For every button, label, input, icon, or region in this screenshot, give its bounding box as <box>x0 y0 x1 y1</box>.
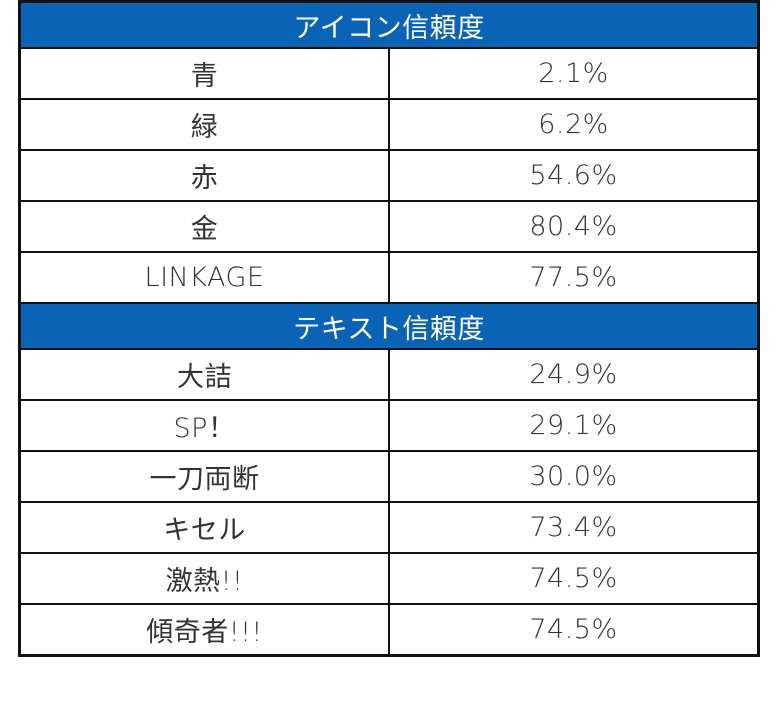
row-value: 24.9% <box>388 348 760 401</box>
table-row: 赤 54.6% <box>18 149 760 202</box>
table-row: 大詰 24.9% <box>18 348 760 401</box>
section-header-row: アイコン信頼度 <box>18 0 760 49</box>
row-value: 73.4% <box>388 501 760 554</box>
section-header-row: テキスト信頼度 <box>18 302 760 350</box>
table-row: SP！ 29.1% <box>18 399 760 452</box>
row-label: キセル <box>18 501 390 554</box>
row-value: 54.6% <box>388 149 760 202</box>
row-label: LINKAGE <box>18 251 390 304</box>
table-row: 金 80.4% <box>18 200 760 253</box>
table-row: 傾奇者!!! 74.5% <box>18 603 760 657</box>
table-row: LINKAGE 77.5% <box>18 251 760 304</box>
row-label: 金 <box>18 200 390 253</box>
row-value: 29.1% <box>388 399 760 452</box>
row-label: 赤 <box>18 149 390 202</box>
row-label: 激熱!! <box>18 552 390 605</box>
reliability-table: アイコン信頼度 青 2.1% 緑 6.2% 赤 54.6% 金 80.4% LI… <box>18 0 760 657</box>
row-label: 青 <box>18 47 390 100</box>
table-row: 激熱!! 74.5% <box>18 552 760 605</box>
row-value: 6.2% <box>388 98 760 151</box>
row-label: 傾奇者!!! <box>18 603 390 657</box>
row-value: 2.1% <box>388 47 760 100</box>
row-label: 大詰 <box>18 348 390 401</box>
row-label: 一刀両断 <box>18 450 390 503</box>
row-label: SP！ <box>18 399 390 452</box>
table-row: 青 2.1% <box>18 47 760 100</box>
row-label: 緑 <box>18 98 390 151</box>
row-value: 77.5% <box>388 251 760 304</box>
icon-reliability-header: アイコン信頼度 <box>18 0 760 49</box>
row-value: 74.5% <box>388 603 760 657</box>
row-value: 74.5% <box>388 552 760 605</box>
text-reliability-header: テキスト信頼度 <box>18 302 760 350</box>
table-row: 緑 6.2% <box>18 98 760 151</box>
row-value: 30.0% <box>388 450 760 503</box>
table-row: 一刀両断 30.0% <box>18 450 760 503</box>
row-value: 80.4% <box>388 200 760 253</box>
table-row: キセル 73.4% <box>18 501 760 554</box>
